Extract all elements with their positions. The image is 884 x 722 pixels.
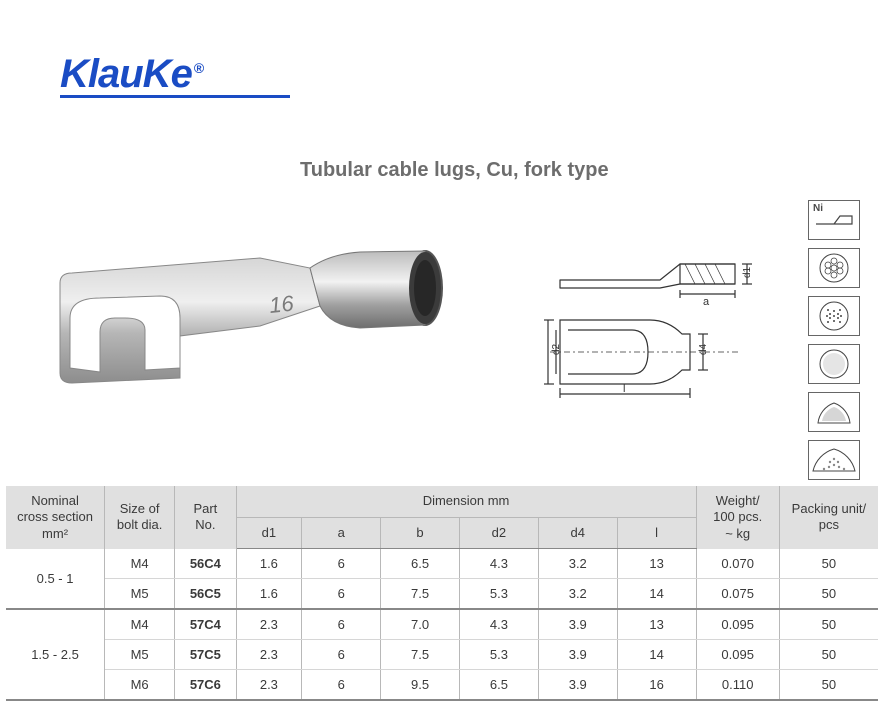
cell-bolt: M4 bbox=[105, 609, 175, 640]
cell-bolt: M6 bbox=[105, 670, 175, 701]
svg-text:16: 16 bbox=[268, 290, 296, 318]
table-row: 0.5 - 1M456C41.666.54.33.2130.07050 bbox=[6, 549, 878, 579]
cell-d1: 2.3 bbox=[236, 640, 302, 670]
col-weight: Weight/100 pcs.~ kg bbox=[696, 486, 779, 549]
cell-pack: 50 bbox=[779, 670, 878, 701]
cell-pack: 50 bbox=[779, 640, 878, 670]
cell-b: 7.0 bbox=[381, 609, 460, 640]
brand-name: KlauKe bbox=[60, 52, 192, 96]
cell-d1: 2.3 bbox=[236, 670, 302, 701]
cell-weight: 0.075 bbox=[696, 579, 779, 610]
ni-label: Ni bbox=[813, 203, 823, 214]
cell-d4: 3.2 bbox=[538, 579, 617, 610]
cell-pack: 50 bbox=[779, 579, 878, 610]
cell-weight: 0.070 bbox=[696, 549, 779, 579]
col-d2: d2 bbox=[459, 517, 538, 549]
dim-d1-label: d1 bbox=[742, 266, 753, 278]
col-packing: Packing unit/pcs bbox=[779, 486, 878, 549]
spec-table: Nominalcross sectionmm² Size ofbolt dia.… bbox=[6, 486, 878, 701]
cell-l: 13 bbox=[617, 609, 696, 640]
dim-b-label: b bbox=[540, 349, 543, 355]
cell-b: 7.5 bbox=[381, 579, 460, 610]
cell-d2: 4.3 bbox=[459, 609, 538, 640]
cell-d4: 3.2 bbox=[538, 549, 617, 579]
table-row: M657C62.369.56.53.9160.11050 bbox=[6, 670, 878, 701]
conductor-class2-icon bbox=[808, 248, 860, 288]
cell-a: 6 bbox=[302, 640, 381, 670]
feature-icons: Ni bbox=[808, 200, 864, 480]
col-d1: d1 bbox=[236, 517, 302, 549]
col-part: PartNo. bbox=[175, 486, 236, 549]
cell-d4: 3.9 bbox=[538, 670, 617, 701]
cell-a: 6 bbox=[302, 579, 381, 610]
page-title: Tubular cable lugs, Cu, fork type bbox=[300, 159, 609, 182]
dim-a-label: a bbox=[703, 296, 710, 308]
col-a: a bbox=[302, 517, 381, 549]
cell-part: 57C6 bbox=[175, 670, 236, 701]
cell-weight: 0.095 bbox=[696, 609, 779, 640]
cell-weight: 0.095 bbox=[696, 640, 779, 670]
col-b: b bbox=[381, 517, 460, 549]
product-illustration: 16 bbox=[30, 218, 450, 398]
col-d4: d4 bbox=[538, 517, 617, 549]
col-bolt: Size ofbolt dia. bbox=[105, 486, 175, 549]
cell-d1: 1.6 bbox=[236, 549, 302, 579]
cell-pack: 50 bbox=[779, 609, 878, 640]
cell-l: 13 bbox=[617, 549, 696, 579]
cell-b: 7.5 bbox=[381, 640, 460, 670]
cell-bolt: M5 bbox=[105, 579, 175, 610]
cell-b: 6.5 bbox=[381, 549, 460, 579]
col-dimension: Dimension mm bbox=[236, 486, 696, 517]
cell-d2: 5.3 bbox=[459, 579, 538, 610]
cell-d2: 6.5 bbox=[459, 670, 538, 701]
cell-a: 6 bbox=[302, 609, 381, 640]
dim-d2-label: d2 bbox=[551, 343, 562, 355]
cell-part: 57C4 bbox=[175, 609, 236, 640]
cell-pack: 50 bbox=[779, 549, 878, 579]
cell-section: 0.5 - 1 bbox=[6, 549, 105, 610]
conductor-class5-icon bbox=[808, 296, 860, 336]
col-nominal: Nominalcross sectionmm² bbox=[6, 486, 105, 549]
cell-bolt: M5 bbox=[105, 640, 175, 670]
table-row: M557C52.367.55.33.9140.09550 bbox=[6, 640, 878, 670]
technical-diagram: a d1 b d2 d4 l bbox=[540, 258, 760, 398]
cell-d4: 3.9 bbox=[538, 640, 617, 670]
cell-l: 14 bbox=[617, 640, 696, 670]
cell-a: 6 bbox=[302, 670, 381, 701]
cell-section: 1.5 - 2.5 bbox=[6, 609, 105, 700]
cell-d1: 2.3 bbox=[236, 609, 302, 640]
cell-d2: 5.3 bbox=[459, 640, 538, 670]
cell-d4: 3.9 bbox=[538, 609, 617, 640]
table-row: M556C51.667.55.33.2140.07550 bbox=[6, 579, 878, 610]
cell-d2: 4.3 bbox=[459, 549, 538, 579]
cell-l: 16 bbox=[617, 670, 696, 701]
ni-coating-icon: Ni bbox=[808, 200, 860, 240]
dim-d4-label: d4 bbox=[698, 343, 709, 355]
sector-stranded-icon bbox=[808, 440, 860, 480]
cell-d1: 1.6 bbox=[236, 579, 302, 610]
table-row: 1.5 - 2.5M457C42.367.04.33.9130.09550 bbox=[6, 609, 878, 640]
cell-weight: 0.110 bbox=[696, 670, 779, 701]
cell-part: 56C5 bbox=[175, 579, 236, 610]
cell-bolt: M4 bbox=[105, 549, 175, 579]
cell-part: 56C4 bbox=[175, 549, 236, 579]
cell-part: 57C5 bbox=[175, 640, 236, 670]
brand-logo: KlauKe® bbox=[60, 52, 290, 98]
cell-l: 14 bbox=[617, 579, 696, 610]
cell-a: 6 bbox=[302, 549, 381, 579]
conductor-fine-icon bbox=[808, 344, 860, 384]
cell-b: 9.5 bbox=[381, 670, 460, 701]
brand-reg: ® bbox=[194, 60, 203, 76]
sector-solid-icon bbox=[808, 392, 860, 432]
col-l: l bbox=[617, 517, 696, 549]
dim-l-label: l bbox=[623, 383, 625, 395]
